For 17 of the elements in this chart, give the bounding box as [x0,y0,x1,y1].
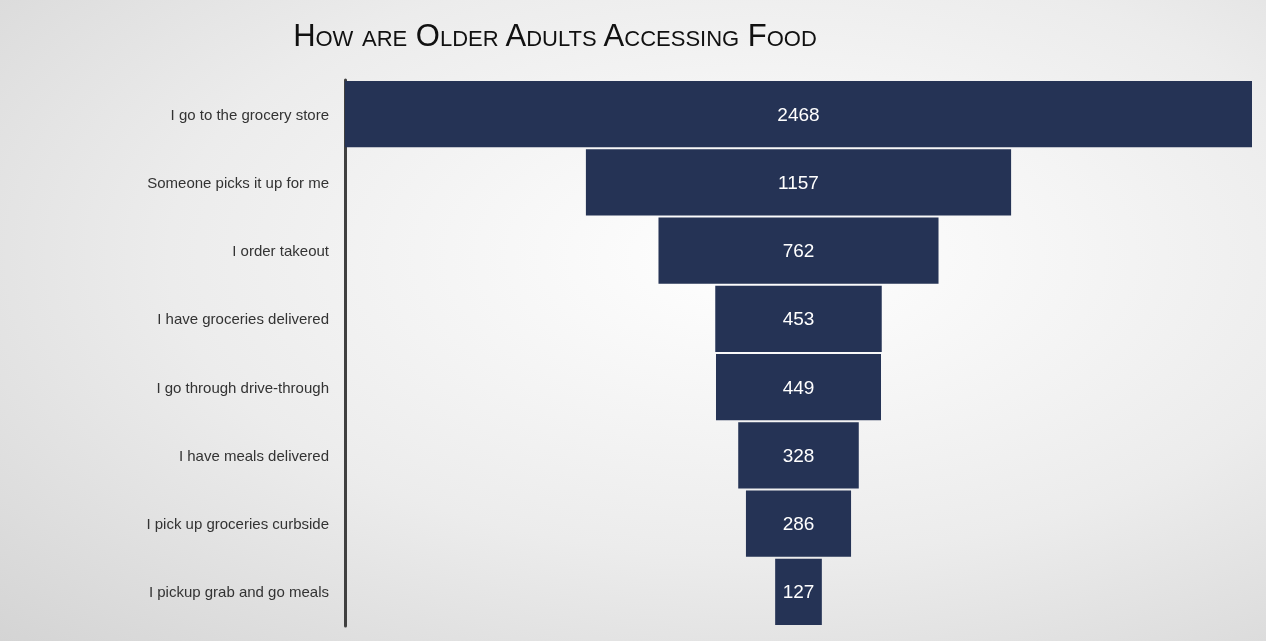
data-label: 328 [782,444,815,466]
category-label: I go through drive-through [156,378,329,396]
text: How are Older Adults Accessing Food [292,18,818,54]
data-label: 762 [782,240,815,262]
category-label: Someone picks it up for me [147,173,329,191]
data-label: 286 [782,513,815,535]
category-label: I have meals delivered [178,446,329,464]
category-label: I order takeout [232,242,330,260]
data-label: 449 [782,376,815,398]
category-label: I pick up groceries curbside [146,515,329,533]
category-label: I pickup grab and go meals [148,583,329,601]
data-label: 453 [782,308,815,330]
data-label: 1157 [778,171,819,193]
category-label: I go to the grocery store [170,105,329,123]
category-label: I have groceries delivered [157,310,329,328]
data-label: 2468 [777,103,820,125]
data-label: 127 [782,581,815,603]
